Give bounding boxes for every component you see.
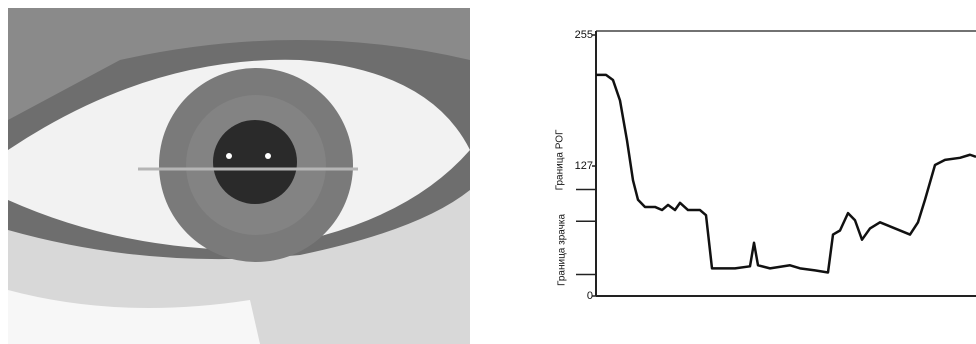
eye-image [8, 8, 470, 344]
annotation: Граница зрачка [557, 214, 568, 286]
profile-line [596, 73, 976, 274]
chart: Граница РОГ Граница зрачка [555, 30, 976, 297]
y-tick-label: 255 [575, 29, 593, 41]
y-tick-label: 127 [575, 160, 593, 172]
y-tick-label: 0 [587, 290, 593, 302]
annotation: Граница РОГ [555, 129, 566, 190]
